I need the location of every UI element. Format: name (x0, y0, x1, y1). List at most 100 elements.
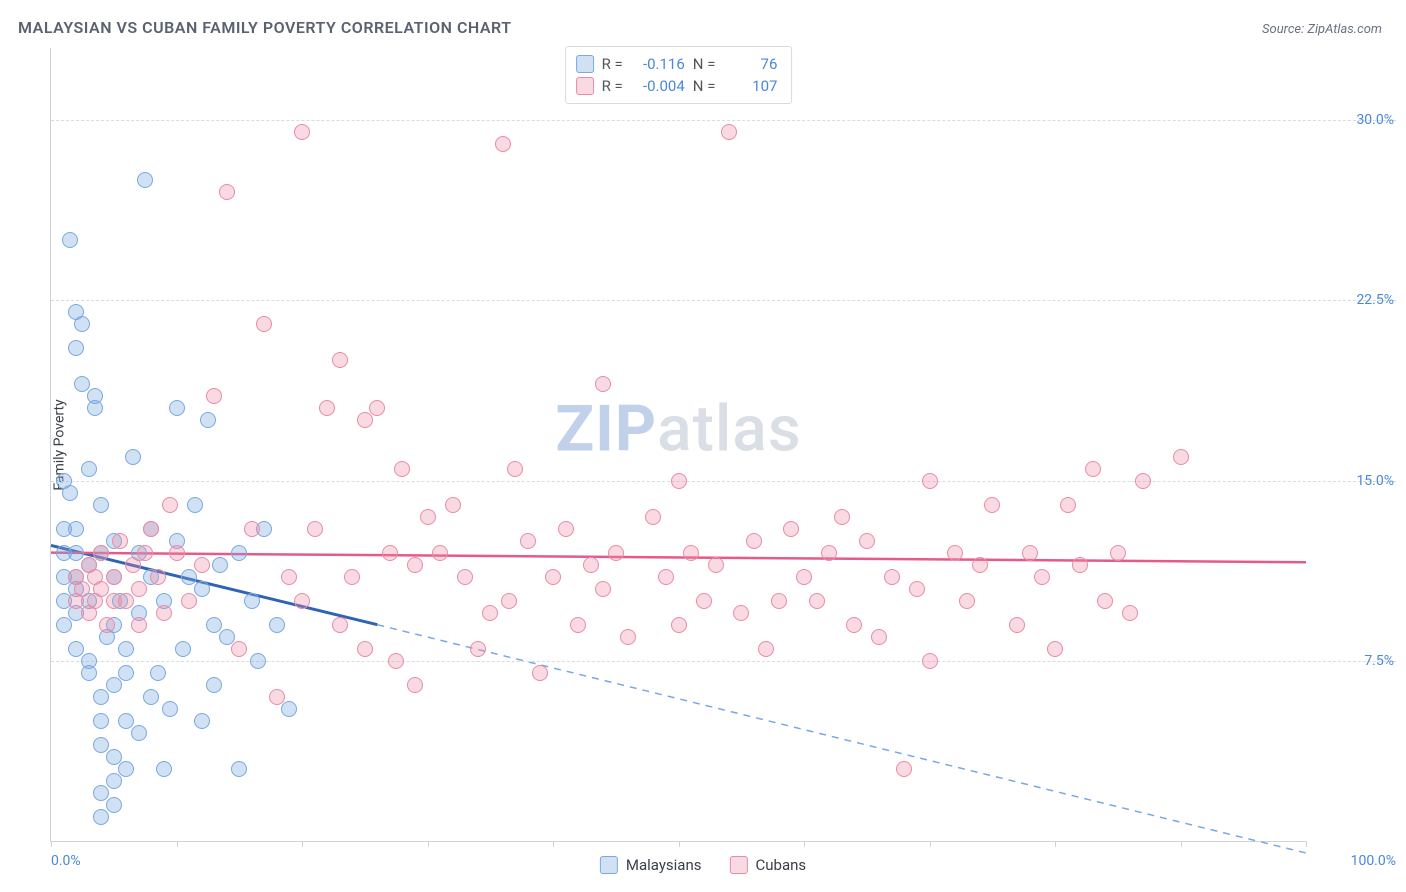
data-point-cubans (319, 400, 335, 416)
data-point-cubans (106, 569, 122, 585)
y-tick-label: 15.0% (1314, 473, 1394, 489)
data-point-cubans (194, 557, 210, 573)
data-point-cubans (332, 617, 348, 633)
legend-item-cubans: Cubans (729, 856, 806, 874)
watermark-suffix: atlas (657, 391, 802, 466)
data-point-malaysians (81, 653, 97, 669)
data-point-cubans (922, 473, 938, 489)
data-point-cubans (281, 569, 297, 585)
x-axis-min-label: 0.0% (51, 853, 81, 869)
data-point-cubans (733, 605, 749, 621)
data-point-cubans (909, 581, 925, 597)
data-point-malaysians (93, 785, 109, 801)
x-tick (553, 841, 554, 847)
legend-item-malaysians: Malaysians (600, 856, 702, 874)
data-point-malaysians (62, 232, 78, 248)
legend-label: Malaysians (626, 856, 702, 874)
x-tick (804, 841, 805, 847)
data-point-cubans (532, 665, 548, 681)
scatter-plot: ZIPatlas R = -0.116 N = 76 R = -0.004 N … (50, 48, 1306, 842)
data-point-malaysians (93, 497, 109, 513)
n-value: 76 (723, 53, 777, 75)
data-point-malaysians (206, 617, 222, 633)
data-point-cubans (608, 545, 624, 561)
r-value: -0.004 (631, 75, 685, 97)
data-point-cubans (294, 593, 310, 609)
data-point-malaysians (250, 653, 266, 669)
watermark-prefix: ZIP (555, 391, 657, 466)
data-point-cubans (846, 617, 862, 633)
data-point-cubans (771, 593, 787, 609)
data-point-cubans (1009, 617, 1025, 633)
data-point-cubans (746, 533, 762, 549)
y-tick-label: 30.0% (1314, 112, 1394, 128)
data-point-malaysians (212, 557, 228, 573)
data-point-malaysians (74, 376, 90, 392)
data-point-cubans (1135, 473, 1151, 489)
data-point-cubans (1085, 461, 1101, 477)
data-point-cubans (620, 629, 636, 645)
data-point-cubans (332, 352, 348, 368)
data-point-malaysians (56, 617, 72, 633)
data-point-malaysians (68, 545, 84, 561)
data-point-malaysians (87, 388, 103, 404)
data-point-cubans (1034, 569, 1050, 585)
data-point-malaysians (68, 641, 84, 657)
data-point-malaysians (231, 761, 247, 777)
data-point-cubans (984, 497, 1000, 513)
stats-row-cubans: R = -0.004 N = 107 (576, 75, 778, 97)
data-point-malaysians (231, 545, 247, 561)
gridline-h (51, 120, 1396, 121)
x-tick (177, 841, 178, 847)
data-point-cubans (231, 641, 247, 657)
data-point-malaysians (93, 737, 109, 753)
data-point-cubans (357, 412, 373, 428)
data-point-cubans (834, 509, 850, 525)
data-point-malaysians (206, 677, 222, 693)
data-point-malaysians (194, 713, 210, 729)
data-point-cubans (294, 124, 310, 140)
data-point-cubans (388, 653, 404, 669)
data-point-cubans (382, 545, 398, 561)
data-point-cubans (501, 593, 517, 609)
stats-row-malaysians: R = -0.116 N = 76 (576, 53, 778, 75)
data-point-cubans (1072, 557, 1088, 573)
data-point-cubans (445, 497, 461, 513)
data-point-cubans (93, 581, 109, 597)
data-point-cubans (671, 473, 687, 489)
data-point-malaysians (137, 172, 153, 188)
x-tick (51, 841, 52, 847)
data-point-cubans (206, 388, 222, 404)
data-point-cubans (683, 545, 699, 561)
data-point-cubans (545, 569, 561, 585)
data-point-malaysians (131, 725, 147, 741)
y-tick-label: 22.5% (1314, 292, 1394, 308)
data-point-malaysians (118, 713, 134, 729)
data-point-cubans (696, 593, 712, 609)
data-point-cubans (244, 521, 260, 537)
data-point-cubans (125, 557, 141, 573)
data-point-cubans (1022, 545, 1038, 561)
data-point-cubans (896, 761, 912, 777)
n-value: 107 (723, 75, 777, 97)
data-point-cubans (1097, 593, 1113, 609)
data-point-cubans (407, 557, 423, 573)
data-point-cubans (821, 545, 837, 561)
data-point-cubans (112, 533, 128, 549)
data-point-cubans (859, 533, 875, 549)
data-point-cubans (520, 533, 536, 549)
watermark-logo: ZIPatlas (555, 391, 801, 466)
data-point-malaysians (162, 701, 178, 717)
data-point-malaysians (187, 497, 203, 513)
data-point-malaysians (143, 689, 159, 705)
data-point-cubans (947, 545, 963, 561)
data-point-malaysians (81, 461, 97, 477)
data-point-cubans (162, 497, 178, 513)
data-point-cubans (457, 569, 473, 585)
data-point-malaysians (118, 641, 134, 657)
data-point-cubans (131, 581, 147, 597)
data-point-cubans (972, 557, 988, 573)
series-legend: Malaysians Cubans (600, 856, 806, 874)
y-tick-label: 7.5% (1314, 653, 1394, 669)
data-point-malaysians (118, 665, 134, 681)
